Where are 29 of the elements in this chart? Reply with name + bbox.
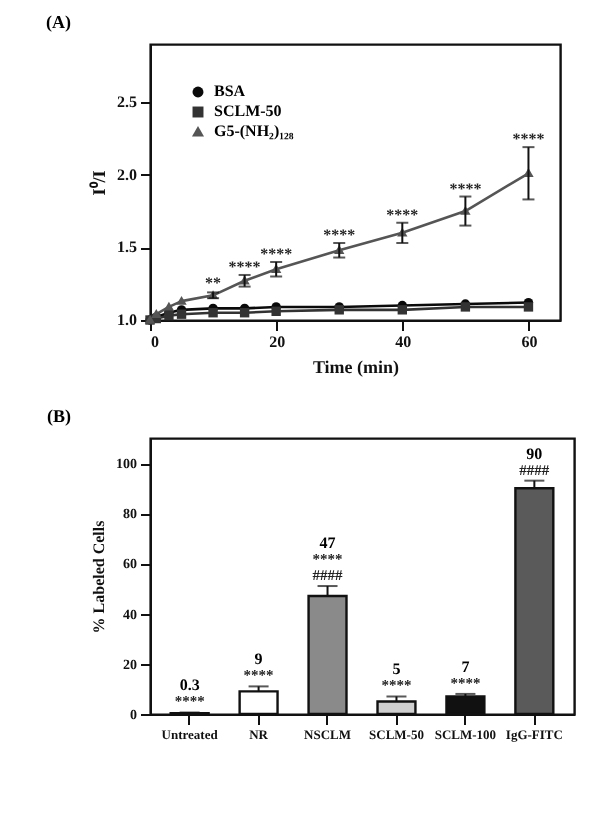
y-tick-label: 1.5 (117, 238, 137, 257)
annotation: **** (386, 205, 419, 224)
x-tick-label: 60 (521, 333, 538, 351)
annotation: **** (228, 258, 261, 277)
chart-title: (B) (47, 406, 71, 426)
data-label: 7 (461, 657, 470, 676)
annotation: ** (205, 274, 222, 293)
x-tick-label: 0 (151, 333, 159, 351)
legend-label: G5-(NH₂)₁₂₈ (214, 122, 295, 140)
data-label: 47 (319, 534, 336, 553)
data-label: 5 (392, 660, 401, 679)
legend-label: SCLM-50 (214, 102, 282, 120)
y-axis-title: % Labeled Cells (90, 520, 108, 634)
legend-label: BSA (214, 82, 246, 100)
x-tick-label: 40 (395, 333, 412, 351)
annotation: **** (260, 244, 293, 263)
y-tick-label: 2.0 (117, 165, 137, 184)
y-tick-label: 1.0 (117, 311, 137, 329)
x-tick-label: 20 (269, 333, 286, 351)
annotation: **** (512, 130, 545, 149)
annotation: **** (323, 226, 356, 245)
data-label: 90 (526, 444, 543, 463)
annotation: **** (449, 179, 482, 198)
x-axis-title: Time (min) (312, 357, 400, 377)
data-label: 9 (254, 650, 263, 669)
chart-title: (A) (46, 12, 71, 32)
y-axis-title: I⁰/I (89, 169, 109, 196)
y-tick-label: 2.5 (117, 93, 137, 112)
data-label: 0.3 (179, 676, 200, 695)
